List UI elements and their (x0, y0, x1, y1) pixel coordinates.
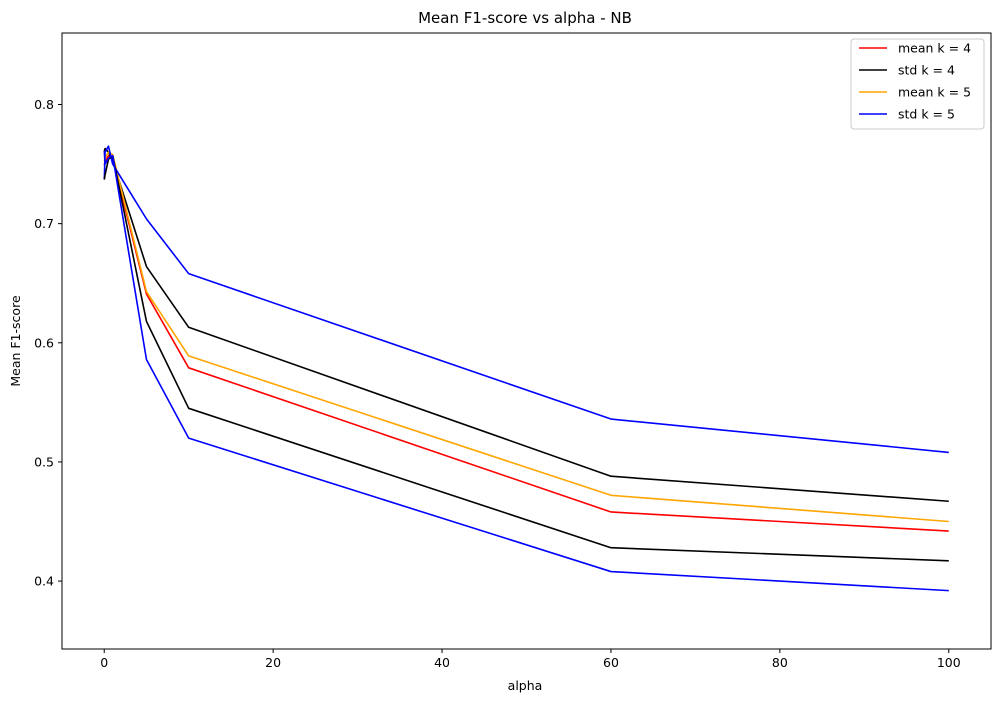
legend-label: std k = 5 (898, 107, 955, 122)
legend-box (850, 38, 985, 130)
series-line-3 (103, 145, 949, 454)
x-axis-label: alpha (508, 678, 543, 693)
y-tick-label: 0.6 (34, 335, 54, 350)
series-line-4 (103, 154, 949, 562)
plot-frame (61, 32, 992, 650)
y-axis: 0.4 0.5 0.6 0.7 0.8 (34, 97, 62, 589)
y-tick-label: 0.8 (34, 97, 54, 112)
x-tick-label: 20 (265, 655, 281, 670)
y-tick-label: 0.5 (34, 454, 54, 469)
legend-label: mean k = 5 (898, 85, 971, 100)
x-tick-label: 40 (434, 655, 450, 670)
x-tick-label: 0 (100, 655, 108, 670)
legend: mean k = 4 std k = 4 mean k = 5 std k = 5 (850, 38, 985, 130)
x-tick-label: 60 (603, 655, 619, 670)
series-layer (103, 145, 949, 592)
legend-label: std k = 4 (898, 63, 955, 78)
x-axis: 0 20 40 60 80 100 (100, 649, 961, 670)
y-axis-label: Mean F1-score (8, 295, 23, 387)
series-line-1 (103, 147, 949, 503)
chart-title: Mean F1-score vs alpha - NB (418, 9, 632, 27)
series-line-5 (103, 150, 949, 592)
x-tick-label: 80 (772, 655, 788, 670)
y-tick-label: 0.7 (34, 216, 54, 231)
legend-label: mean k = 4 (898, 41, 971, 56)
y-tick-label: 0.4 (34, 574, 54, 589)
x-tick-label: 100 (937, 655, 961, 670)
